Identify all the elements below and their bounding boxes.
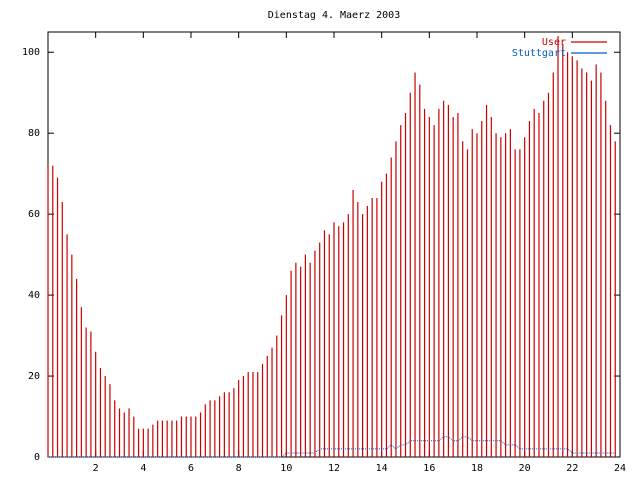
y-tick-label: 60	[28, 209, 40, 220]
x-tick-label: 22	[566, 463, 578, 474]
legend-label: User	[542, 37, 566, 48]
x-tick-label: 6	[188, 463, 194, 474]
x-tick-label: 8	[236, 463, 242, 474]
x-tick-label: 20	[519, 463, 531, 474]
series-line	[48, 436, 616, 458]
y-tick-label: 100	[22, 47, 40, 58]
x-tick-label: 24	[614, 463, 626, 474]
y-tick-label: 80	[28, 128, 40, 139]
chart-title: Dienstag 4. Maerz 2003	[268, 10, 400, 21]
y-tick-label: 0	[34, 452, 40, 463]
x-tick-label: 12	[328, 463, 340, 474]
legend-label: Stuttgart	[512, 48, 566, 59]
x-tick-label: 4	[140, 463, 146, 474]
y-tick-label: 40	[28, 290, 40, 301]
x-tick-label: 10	[280, 463, 292, 474]
x-tick-label: 2	[93, 463, 99, 474]
y-tick-label: 20	[28, 371, 40, 382]
x-tick-label: 18	[471, 463, 483, 474]
x-tick-label: 14	[376, 463, 388, 474]
x-tick-label: 16	[423, 463, 435, 474]
